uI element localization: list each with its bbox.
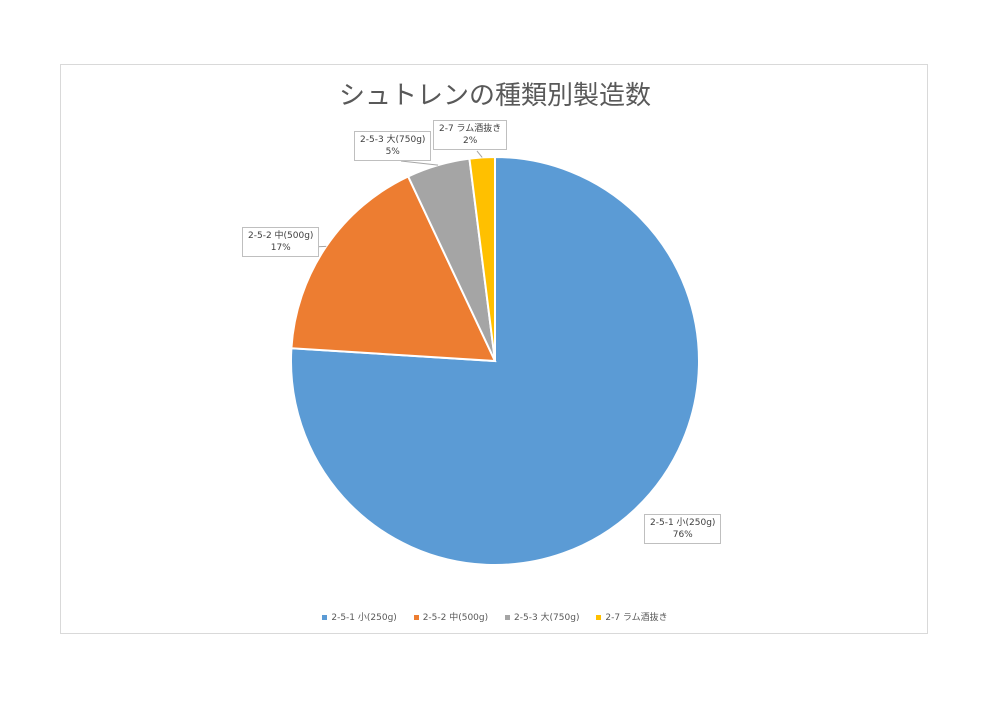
leader-line-large [400, 160, 439, 166]
legend-label-large: 2-5-3 大(750g) [514, 613, 580, 623]
data-label-small: 2-5-1 小(250g) 76% [644, 514, 722, 544]
pie-slice-medium [290, 175, 497, 363]
data-label-small-percent: 76% [672, 530, 693, 540]
data-label-large-percent: 5% [385, 147, 400, 157]
chart-title: シュトレンの種類別製造数 [338, 81, 651, 111]
data-label-large-name: 2-5-3 大(750g) [360, 135, 426, 145]
legend-swatch-no-rum [596, 615, 602, 620]
legend: 2-5-1 小(250g) 2-5-2 中(500g) 2-5-3 大(750g… [61, 610, 929, 623]
leader-line-no-rum [476, 150, 483, 158]
legend-label-no-rum: 2-7 ラム酒抜き [605, 613, 668, 623]
data-label-no-rum-name: 2-7 ラム酒抜き [439, 124, 502, 134]
data-label-medium-name: 2-5-2 中(500g) [248, 231, 314, 241]
legend-label-small: 2-5-1 小(250g) [331, 613, 397, 623]
data-label-small-name: 2-5-1 小(250g) [650, 518, 716, 528]
data-label-no-rum: 2-7 ラム酒抜き 2% [433, 120, 508, 150]
data-label-medium: 2-5-2 中(500g) 17% [242, 227, 320, 257]
legend-item-small: 2-5-1 小(250g) [322, 610, 397, 623]
chart-frame: シュトレンの種類別製造数 2-5-1 小(250g) 76% 2-5-2 中(5… [60, 64, 928, 634]
legend-item-no-rum: 2-7 ラム酒抜き [596, 610, 668, 623]
pie-slices [290, 155, 700, 566]
legend-swatch-small [322, 615, 328, 620]
data-label-no-rum-percent: 2% [463, 136, 478, 146]
legend-item-large: 2-5-3 大(750g) [505, 610, 579, 623]
data-label-large: 2-5-3 大(750g) 5% [354, 131, 432, 161]
legend-swatch-medium [413, 615, 419, 620]
legend-label-medium: 2-5-2 中(500g) [422, 613, 489, 623]
legend-item-medium: 2-5-2 中(500g) [413, 610, 489, 623]
pie-chart [290, 150, 700, 566]
legend-swatch-large [505, 615, 511, 620]
data-label-medium-percent: 17% [270, 243, 291, 253]
